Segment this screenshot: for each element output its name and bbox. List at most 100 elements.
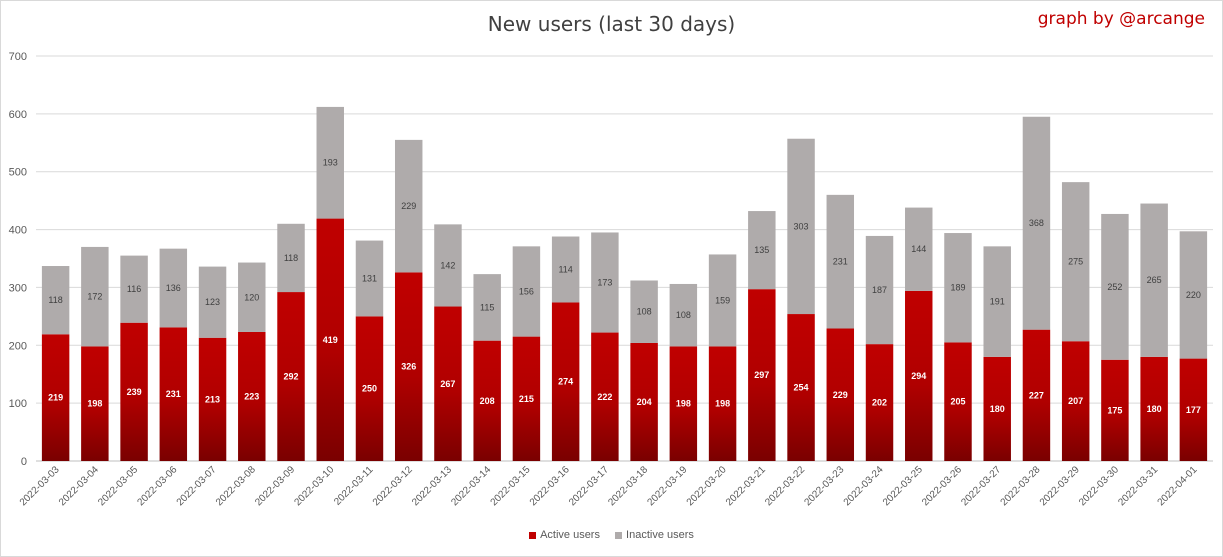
bar-inactive xyxy=(1022,116,1051,330)
bar-inactive xyxy=(41,266,70,335)
data-label-active: 198 xyxy=(715,399,730,409)
data-label-active: 180 xyxy=(990,404,1005,414)
legend-swatch-active xyxy=(529,531,537,539)
bar-active xyxy=(630,342,658,461)
data-label-active: 254 xyxy=(794,383,809,393)
data-label-inactive: 275 xyxy=(1068,257,1083,267)
x-tick-label: 2022-03-21 xyxy=(724,464,768,508)
data-label-inactive: 144 xyxy=(911,244,926,254)
data-label-inactive: 118 xyxy=(48,295,62,305)
x-tick-label: 2022-03-26 xyxy=(920,464,964,508)
data-label-inactive: 131 xyxy=(362,273,377,283)
bar-active xyxy=(238,331,266,461)
data-label-active: 274 xyxy=(558,377,573,387)
y-tick-label: 700 xyxy=(9,51,27,63)
bar-inactive xyxy=(355,240,384,317)
x-tick-label: 2022-03-09 xyxy=(253,464,297,508)
bar-active xyxy=(983,356,1011,461)
data-label-active: 198 xyxy=(676,399,691,409)
bar-inactive xyxy=(944,233,972,343)
bar-inactive xyxy=(708,254,737,347)
bar-active xyxy=(591,332,619,461)
data-label-active: 292 xyxy=(284,372,299,382)
bar-inactive xyxy=(1061,182,1090,342)
x-tick-label: 2022-03-23 xyxy=(802,464,846,508)
bar-inactive xyxy=(198,266,227,338)
x-tick-label: 2022-03-08 xyxy=(214,464,258,508)
bar-inactive xyxy=(591,232,619,333)
bar-inactive xyxy=(630,280,658,343)
bar-inactive xyxy=(1140,203,1168,357)
chart-title: New users (last 30 days) xyxy=(487,12,736,36)
y-tick-label: 0 xyxy=(21,456,27,468)
y-tick-label: 400 xyxy=(9,225,27,237)
data-label-active: 231 xyxy=(166,389,181,399)
data-label-active: 198 xyxy=(87,399,102,409)
bar-active xyxy=(1179,358,1208,461)
y-tick-label: 200 xyxy=(9,340,27,352)
bar-active xyxy=(41,334,70,461)
bar-active xyxy=(316,218,344,461)
bar-active xyxy=(905,290,933,461)
bar-inactive xyxy=(159,248,188,328)
legend-item-active: Active users xyxy=(529,529,600,541)
bar-active xyxy=(1140,356,1168,461)
data-label-inactive: 187 xyxy=(872,285,887,295)
bar-inactive xyxy=(1179,231,1208,359)
x-tick-label: 2022-03-13 xyxy=(410,464,454,508)
bar-active xyxy=(159,327,188,461)
data-label-active: 326 xyxy=(401,362,416,372)
x-tick-label: 2022-03-11 xyxy=(332,464,376,508)
legend-swatch-inactive xyxy=(615,531,623,539)
data-label-inactive: 116 xyxy=(127,284,141,294)
bar-active xyxy=(120,322,148,461)
data-label-active: 419 xyxy=(323,335,338,345)
data-label-inactive: 135 xyxy=(754,245,769,255)
data-label-inactive: 191 xyxy=(990,297,1005,307)
data-label-inactive: 173 xyxy=(597,278,612,288)
x-tick-label: 2022-03-17 xyxy=(567,464,611,508)
x-tick-label: 2022-03-12 xyxy=(371,464,415,508)
data-label-active: 239 xyxy=(127,387,142,397)
data-label-active: 294 xyxy=(911,371,926,381)
data-label-active: 202 xyxy=(872,398,887,408)
data-label-inactive: 136 xyxy=(166,283,181,293)
bar-active xyxy=(551,302,580,461)
x-tick-label: 2022-03-07 xyxy=(175,464,219,508)
x-tick-label: 2022-03-30 xyxy=(1077,464,1121,508)
data-label-inactive: 159 xyxy=(715,295,730,305)
bar-inactive xyxy=(277,223,305,293)
bar-inactive xyxy=(81,246,109,347)
legend-label-active: Active users xyxy=(540,529,600,541)
data-label-active: 215 xyxy=(519,394,534,404)
bar-active xyxy=(394,272,423,461)
data-label-active: 175 xyxy=(1107,405,1122,415)
bar-active xyxy=(512,336,541,461)
x-tick-label: 2022-03-15 xyxy=(489,464,533,508)
bar-active xyxy=(865,344,894,461)
data-label-inactive: 265 xyxy=(1147,275,1162,285)
data-label-active: 177 xyxy=(1186,405,1201,415)
bar-inactive xyxy=(473,274,501,341)
data-label-active: 180 xyxy=(1147,404,1162,414)
data-label-active: 204 xyxy=(637,397,652,407)
y-tick-label: 500 xyxy=(9,167,27,179)
bar-active xyxy=(669,346,698,461)
x-tick-label: 2022-03-06 xyxy=(135,464,179,508)
bar-inactive xyxy=(865,235,894,345)
x-tick-label: 2022-03-05 xyxy=(96,464,140,508)
bar-inactive xyxy=(512,246,541,337)
gridlines xyxy=(36,55,1213,462)
bar-active xyxy=(198,337,227,461)
chart-credit: graph by @arcange xyxy=(1037,9,1205,29)
data-label-inactive: 118 xyxy=(284,253,298,263)
data-label-inactive: 142 xyxy=(440,260,455,270)
bar-active xyxy=(708,346,737,461)
bar-active xyxy=(355,316,384,461)
data-label-active: 219 xyxy=(48,393,63,403)
x-tick-label: 2022-03-04 xyxy=(57,464,101,508)
x-tick-label: 2022-03-27 xyxy=(959,464,1003,508)
data-label-inactive: 231 xyxy=(833,257,848,267)
data-label-active: 208 xyxy=(480,396,495,406)
legend-item-inactive: Inactive users xyxy=(615,529,694,541)
